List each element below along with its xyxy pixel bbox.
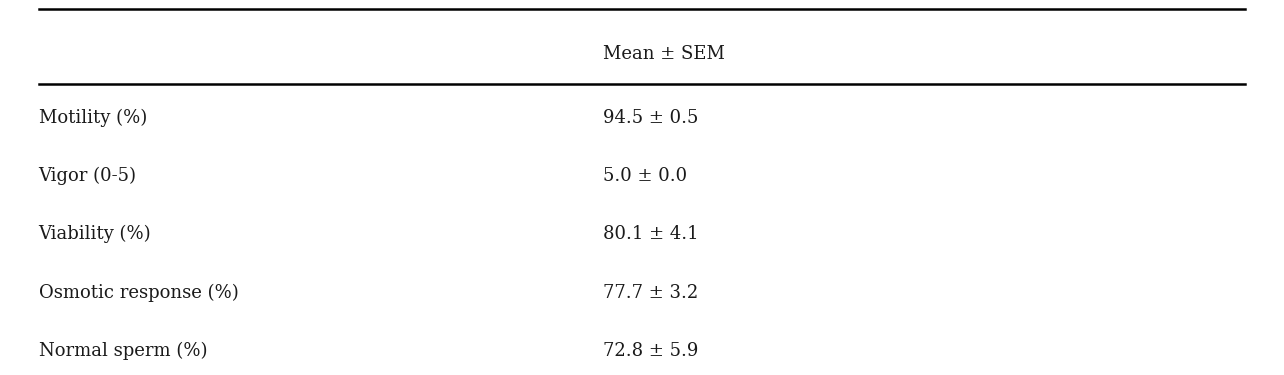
- Text: Osmotic response (%): Osmotic response (%): [39, 284, 239, 302]
- Text: 5.0 ± 0.0: 5.0 ± 0.0: [603, 167, 688, 185]
- Text: Viability (%): Viability (%): [39, 225, 152, 243]
- Text: 94.5 ± 0.5: 94.5 ± 0.5: [603, 109, 698, 127]
- Text: Normal sperm (%): Normal sperm (%): [39, 342, 207, 360]
- Text: Vigor (0-5): Vigor (0-5): [39, 167, 136, 185]
- Text: Motility (%): Motility (%): [39, 109, 146, 127]
- Text: 80.1 ± 4.1: 80.1 ± 4.1: [603, 225, 698, 243]
- Text: 77.7 ± 3.2: 77.7 ± 3.2: [603, 284, 698, 302]
- Text: 72.8 ± 5.9: 72.8 ± 5.9: [603, 342, 698, 360]
- Text: Mean ± SEM: Mean ± SEM: [603, 45, 725, 63]
